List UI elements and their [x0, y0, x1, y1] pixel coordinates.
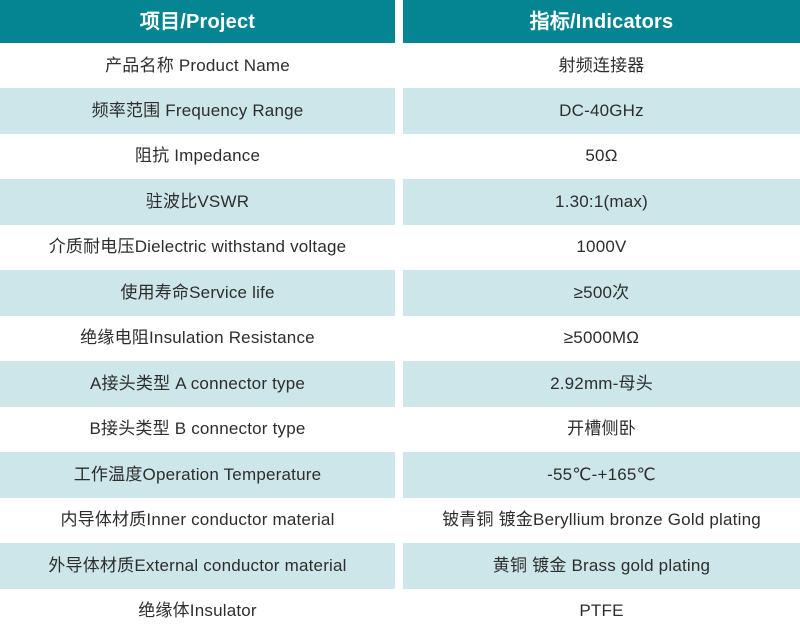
- project-cell: 频率范围 Frequency Range: [0, 88, 395, 134]
- column-divider: [395, 588, 403, 634]
- indicator-cell: 50Ω: [403, 133, 800, 180]
- column-divider: [395, 406, 403, 453]
- table-row: 绝缘电阻Insulation Resistance ≥5000MΩ: [0, 315, 800, 362]
- column-divider: [395, 361, 403, 407]
- project-cell: B接头类型 B connector type: [0, 406, 395, 453]
- indicator-cell: 射频连接器: [403, 43, 800, 89]
- table-row: 绝缘体Insulator PTFE: [0, 588, 800, 634]
- indicator-cell: DC-40GHz: [403, 88, 800, 134]
- indicator-cell: 1.30:1(max): [403, 179, 800, 225]
- column-divider: [395, 497, 403, 544]
- indicator-cell: ≥500次: [403, 270, 800, 316]
- project-cell: 产品名称 Product Name: [0, 43, 395, 89]
- project-cell: 介质耐电压Dielectric withstand voltage: [0, 224, 395, 271]
- project-cell: 驻波比VSWR: [0, 179, 395, 225]
- indicator-cell: 1000V: [403, 224, 800, 271]
- project-cell: 内导体材质Inner conductor material: [0, 497, 395, 544]
- indicator-cell: 开槽侧卧: [403, 406, 800, 453]
- column-divider: [395, 270, 403, 316]
- table-row: 使用寿命Service life ≥500次: [0, 270, 800, 316]
- column-divider: [395, 543, 403, 589]
- table-row: 外导体材质External conductor material 黄铜 镀金 B…: [0, 543, 800, 589]
- table-header-row: 项目/Project 指标/Indicators: [0, 0, 800, 43]
- table-row: 产品名称 Product Name 射频连接器: [0, 43, 800, 89]
- project-cell: A接头类型 A connector type: [0, 361, 395, 407]
- indicator-cell: -55℃-+165℃: [403, 452, 800, 498]
- column-divider: [395, 315, 403, 362]
- table-row: 阻抗 Impedance 50Ω: [0, 133, 800, 180]
- column-divider: [395, 88, 403, 134]
- indicator-cell: 2.92mm-母头: [403, 361, 800, 407]
- table-row: 内导体材质Inner conductor material 铍青铜 镀金Bery…: [0, 497, 800, 544]
- table-row: 工作温度Operation Temperature -55℃-+165℃: [0, 452, 800, 498]
- table-row: 介质耐电压Dielectric withstand voltage 1000V: [0, 224, 800, 271]
- column-divider: [395, 179, 403, 225]
- indicator-cell: ≥5000MΩ: [403, 315, 800, 362]
- project-cell: 工作温度Operation Temperature: [0, 452, 395, 498]
- project-cell: 使用寿命Service life: [0, 270, 395, 316]
- indicator-cell: PTFE: [403, 588, 800, 634]
- column-divider: [395, 452, 403, 498]
- project-cell: 外导体材质External conductor material: [0, 543, 395, 589]
- indicator-cell: 铍青铜 镀金Beryllium bronze Gold plating: [403, 497, 800, 544]
- table-row: 频率范围 Frequency Range DC-40GHz: [0, 88, 800, 134]
- table-row: B接头类型 B connector type 开槽侧卧: [0, 406, 800, 453]
- table-row: A接头类型 A connector type 2.92mm-母头: [0, 361, 800, 407]
- header-indicator: 指标/Indicators: [403, 0, 800, 43]
- project-cell: 绝缘体Insulator: [0, 588, 395, 634]
- column-divider: [395, 224, 403, 271]
- table-row: 驻波比VSWR 1.30:1(max): [0, 179, 800, 225]
- indicator-cell: 黄铜 镀金 Brass gold plating: [403, 543, 800, 589]
- project-cell: 绝缘电阻Insulation Resistance: [0, 315, 395, 362]
- project-cell: 阻抗 Impedance: [0, 133, 395, 180]
- column-divider: [395, 43, 403, 89]
- column-divider: [395, 0, 403, 43]
- header-project: 项目/Project: [0, 0, 395, 43]
- column-divider: [395, 133, 403, 180]
